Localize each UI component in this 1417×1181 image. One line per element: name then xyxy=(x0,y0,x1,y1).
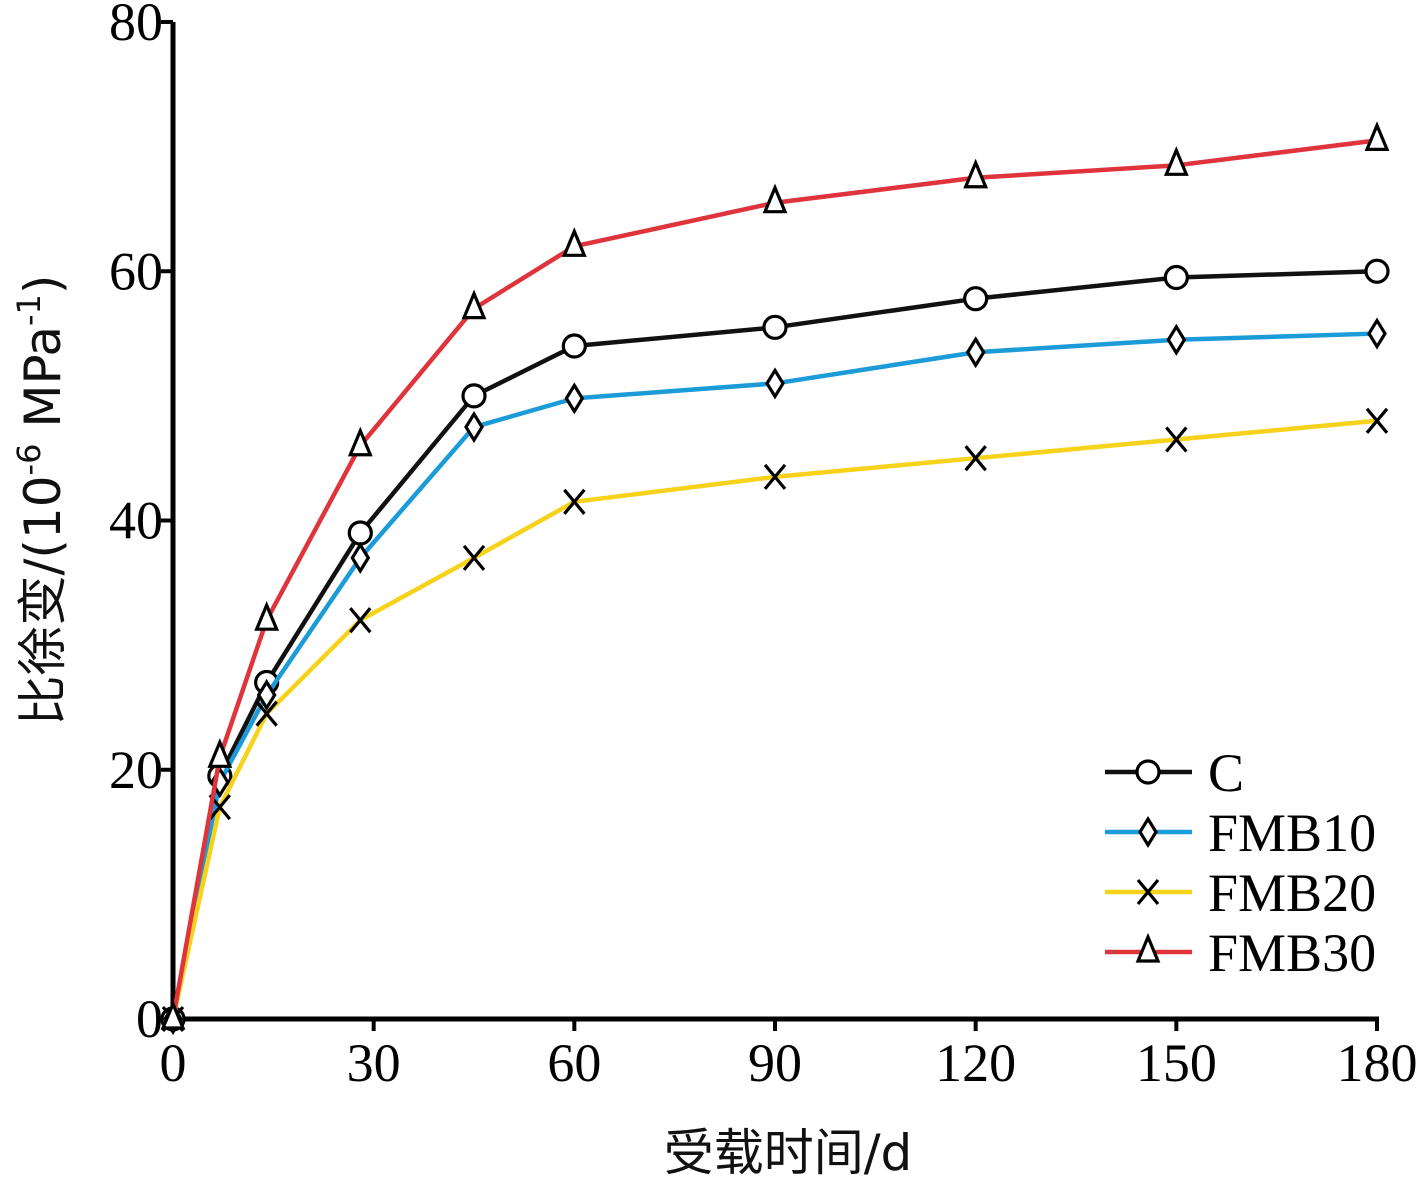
data-point-fmb20 xyxy=(1165,426,1188,453)
series-fmb10 xyxy=(163,317,1387,1036)
y-tick-label: 80 xyxy=(109,0,163,52)
data-point-fmb10 xyxy=(1166,323,1187,356)
data-point-fmb20 xyxy=(462,544,486,571)
y-axis-title-exp2: -1 xyxy=(10,294,48,326)
data-point-fmb10 xyxy=(256,678,277,712)
y-axis-title-exp1: -6 xyxy=(10,444,48,476)
data-point-fmb20 xyxy=(1365,407,1389,434)
data-point-c xyxy=(762,314,788,340)
x-tick-label: 150 xyxy=(1136,1033,1217,1093)
legend-item-c: C xyxy=(1105,743,1244,803)
data-point-c xyxy=(561,333,587,359)
data-point-fmb10 xyxy=(564,382,585,415)
legend-label-fmb30: FMB30 xyxy=(1208,923,1376,983)
legend-label-c: C xyxy=(1208,743,1244,803)
ticks: 0 30 60 90 120 150 180 0 20 40 60 80 xyxy=(109,0,1417,1093)
data-point-fmb20 xyxy=(763,463,787,490)
data-point-fmb20 xyxy=(255,700,278,727)
data-point-fmb30 xyxy=(1163,146,1189,176)
series-line-fmb20 xyxy=(170,418,1378,1020)
data-point-fmb30 xyxy=(461,289,487,320)
legend-marker-fmb10 xyxy=(1138,815,1158,849)
data-point-c xyxy=(461,383,487,409)
data-point-c xyxy=(1163,264,1189,291)
y-axis-title: 比徐变/(10-6 MPa-1) xyxy=(10,275,72,726)
y-tick-label: 40 xyxy=(109,491,163,551)
x-tick-label: 120 xyxy=(935,1033,1016,1093)
x-tick-label: 180 xyxy=(1337,1033,1417,1093)
data-point-fmb30 xyxy=(963,158,989,189)
data-point-fmb30 xyxy=(561,227,587,257)
legend-marker-c xyxy=(1135,759,1161,785)
axes xyxy=(170,22,1379,1022)
data-point-fmb10 xyxy=(350,541,371,574)
y-axis-title-suffix: ) xyxy=(14,275,72,295)
x-tick-label: 90 xyxy=(748,1033,802,1093)
data-point-fmb10 xyxy=(765,367,785,400)
data-point-c xyxy=(347,520,373,546)
data-point-fmb30 xyxy=(1364,121,1390,151)
data-point-fmb20 xyxy=(349,607,372,634)
data-point-fmb30 xyxy=(160,999,186,1030)
legend-label-fmb10: FMB10 xyxy=(1208,803,1376,863)
data-point-c xyxy=(1364,258,1390,284)
y-axis-title-prefix: 比徐变/(10 xyxy=(14,475,72,725)
legend-item-fmb20: FMB20 xyxy=(1105,863,1376,923)
x-tick-label: 30 xyxy=(347,1033,401,1093)
series-fmb30 xyxy=(160,121,1390,1030)
legend-item-fmb10: FMB10 xyxy=(1105,803,1376,863)
data-point-fmb30 xyxy=(254,601,280,631)
data-point-fmb30 xyxy=(762,183,788,214)
data-point-fmb30 xyxy=(347,426,373,457)
series-fmb20 xyxy=(161,407,1389,1033)
y-tick-label: 60 xyxy=(109,241,163,301)
y-axis-title-unit: MPa xyxy=(14,326,72,444)
x-axis-title: 受载时间/d xyxy=(664,1124,913,1181)
y-tick-label: 0 xyxy=(136,989,163,1049)
x-tick-label: 60 xyxy=(547,1033,601,1093)
data-point-fmb20 xyxy=(563,488,586,515)
series-c xyxy=(160,258,1390,1032)
legend-marker-fmb20 xyxy=(1136,878,1160,906)
legend-label-fmb20: FMB20 xyxy=(1208,863,1376,923)
data-point-fmb10 xyxy=(1367,317,1387,350)
series-line-fmb30 xyxy=(170,138,1378,1020)
legend-item-fmb30: FMB30 xyxy=(1105,923,1376,983)
x-tick-label: 0 xyxy=(160,1033,187,1093)
data-point-fmb10 xyxy=(965,336,986,369)
series-layer xyxy=(160,121,1390,1036)
data-point-c xyxy=(963,286,989,312)
data-point-fmb30 xyxy=(207,738,233,768)
data-point-fmb20 xyxy=(964,445,987,472)
data-point-fmb10 xyxy=(464,410,484,444)
y-tick-label: 20 xyxy=(109,740,163,800)
series-line-c xyxy=(170,269,1378,1020)
legend-marker-fmb30 xyxy=(1135,932,1161,963)
series-line-fmb10 xyxy=(170,331,1378,1020)
